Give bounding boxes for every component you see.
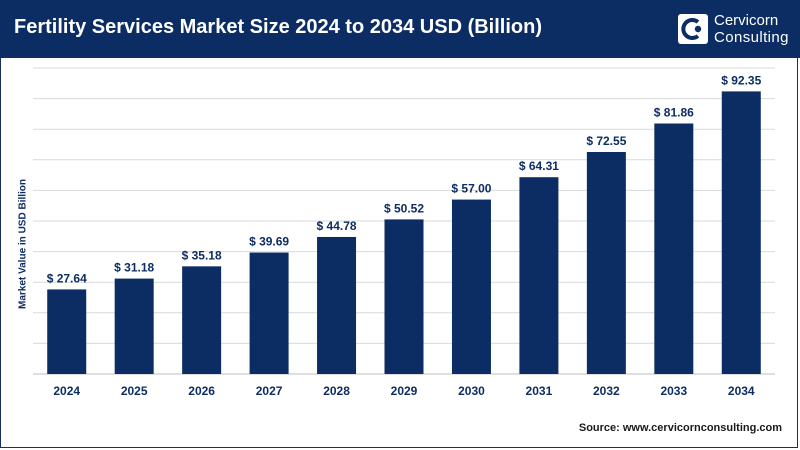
x-tick-label: 2028 xyxy=(323,384,350,398)
cervicorn-logo-icon xyxy=(678,14,708,44)
brand-line1: Cervicorn xyxy=(714,12,779,29)
x-tick-label: 2031 xyxy=(526,384,553,398)
data-label: $ 92.35 xyxy=(721,73,761,87)
data-label: $ 31.18 xyxy=(114,261,154,275)
bar xyxy=(519,177,559,374)
brand-line2: Consulting xyxy=(714,29,789,46)
header-bar: Fertility Services Market Size 2024 to 2… xyxy=(0,0,800,58)
data-label: $ 27.64 xyxy=(47,271,87,285)
data-label: $ 72.55 xyxy=(586,134,626,148)
x-tick-label: 2026 xyxy=(188,384,215,398)
data-label: $ 81.86 xyxy=(654,106,694,120)
data-label: $ 39.69 xyxy=(249,235,289,249)
data-label: $ 64.31 xyxy=(519,159,559,173)
bar xyxy=(451,199,491,374)
bar xyxy=(317,236,357,374)
x-tick-label: 2025 xyxy=(121,384,148,398)
data-label: $ 57.00 xyxy=(451,182,491,196)
bar xyxy=(384,219,424,374)
bar xyxy=(654,123,694,375)
bar xyxy=(586,151,626,374)
source-note: Source: www.cervicornconsulting.com xyxy=(578,422,782,434)
x-tick-label: 2030 xyxy=(458,384,485,398)
x-tick-label: 2024 xyxy=(53,384,80,398)
bar xyxy=(721,91,761,374)
bar xyxy=(249,252,289,374)
x-tick-label: 2034 xyxy=(728,384,755,398)
x-tick-label: 2027 xyxy=(256,384,283,398)
bar xyxy=(47,289,87,374)
bar xyxy=(114,278,154,374)
data-label: $ 35.18 xyxy=(182,248,222,262)
x-tick-label: 2029 xyxy=(391,384,418,398)
data-label: $ 50.52 xyxy=(384,201,424,215)
data-label: $ 44.78 xyxy=(317,219,357,233)
chart-title: Fertility Services Market Size 2024 to 2… xyxy=(14,16,542,38)
x-tick-label: 2032 xyxy=(593,384,620,398)
x-tick-label: 2033 xyxy=(660,384,687,398)
bar xyxy=(182,266,222,374)
brand-name: Cervicorn Consulting xyxy=(714,12,789,46)
